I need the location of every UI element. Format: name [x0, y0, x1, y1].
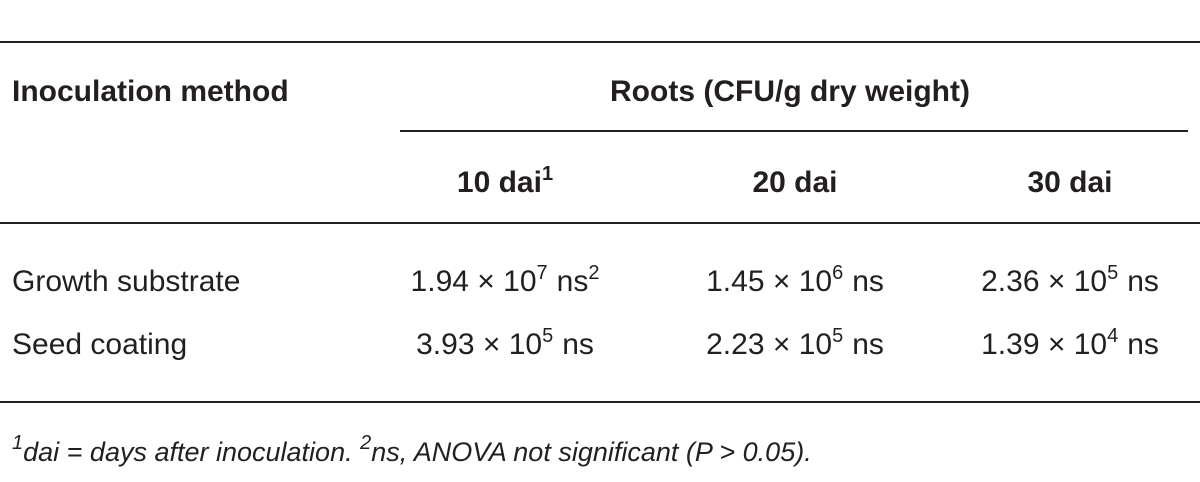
cell-suffix: ns	[852, 265, 884, 298]
cell-suffix: ns	[1127, 328, 1159, 361]
cell-exponent: 5	[832, 325, 844, 347]
cell-base: 1.45 × 10	[706, 265, 833, 298]
stub-header: Inoculation method	[12, 75, 289, 108]
cell-suffix: ns	[1127, 265, 1159, 298]
cell: 2.36 × 105 ns	[981, 262, 1159, 300]
group-header: Roots (CFU/g dry weight)	[610, 75, 970, 108]
bottom-rule	[0, 401, 1200, 403]
cell-suffix: ns	[562, 328, 594, 361]
header-text: 10 dai	[456, 166, 542, 199]
cell: 3.93 × 105 ns	[416, 325, 594, 363]
footnote-text: dai = days after inoculation.	[23, 437, 353, 467]
footnote-ref: 2	[588, 262, 600, 284]
cell-base: 1.94 × 10	[410, 265, 537, 298]
cell-base: 2.23 × 10	[706, 328, 833, 361]
cell-exponent: 7	[536, 262, 548, 284]
cell-base: 3.93 × 10	[416, 328, 543, 361]
cell-exponent: 5	[1107, 262, 1119, 284]
cell: 1.45 × 106 ns	[706, 262, 884, 300]
header-rule	[0, 222, 1200, 224]
column-header: 30 dai	[1027, 166, 1113, 199]
footnotes: 1dai = days after inoculation. 2ns, ANOV…	[12, 432, 812, 470]
cell: 2.23 × 105 ns	[706, 325, 884, 363]
cell: 1.94 × 107 ns2	[410, 262, 600, 300]
cell-exponent: 4	[1107, 325, 1119, 347]
cell-suffix: ns	[852, 328, 884, 361]
row-label: Seed coating	[12, 328, 188, 361]
row-label: Growth substrate	[12, 265, 241, 298]
top-rule	[0, 41, 1200, 43]
footnote-mark: 2	[360, 432, 372, 454]
cell-suffix: ns	[556, 265, 589, 298]
column-header: 10 dai1	[456, 163, 554, 201]
cell-exponent: 6	[832, 262, 844, 284]
cell: 1.39 × 104 ns	[981, 325, 1159, 363]
footnote-text: ns, ANOVA not significant (P > 0.05).	[371, 437, 812, 467]
column-header: 20 dai	[752, 166, 838, 199]
cell-base: 2.36 × 10	[981, 265, 1108, 298]
cell-base: 1.39 × 10	[981, 328, 1108, 361]
footnote-ref: 1	[541, 163, 554, 185]
footnote-mark: 1	[12, 432, 24, 454]
cell-exponent: 5	[542, 325, 554, 347]
group-rule	[400, 130, 1188, 132]
